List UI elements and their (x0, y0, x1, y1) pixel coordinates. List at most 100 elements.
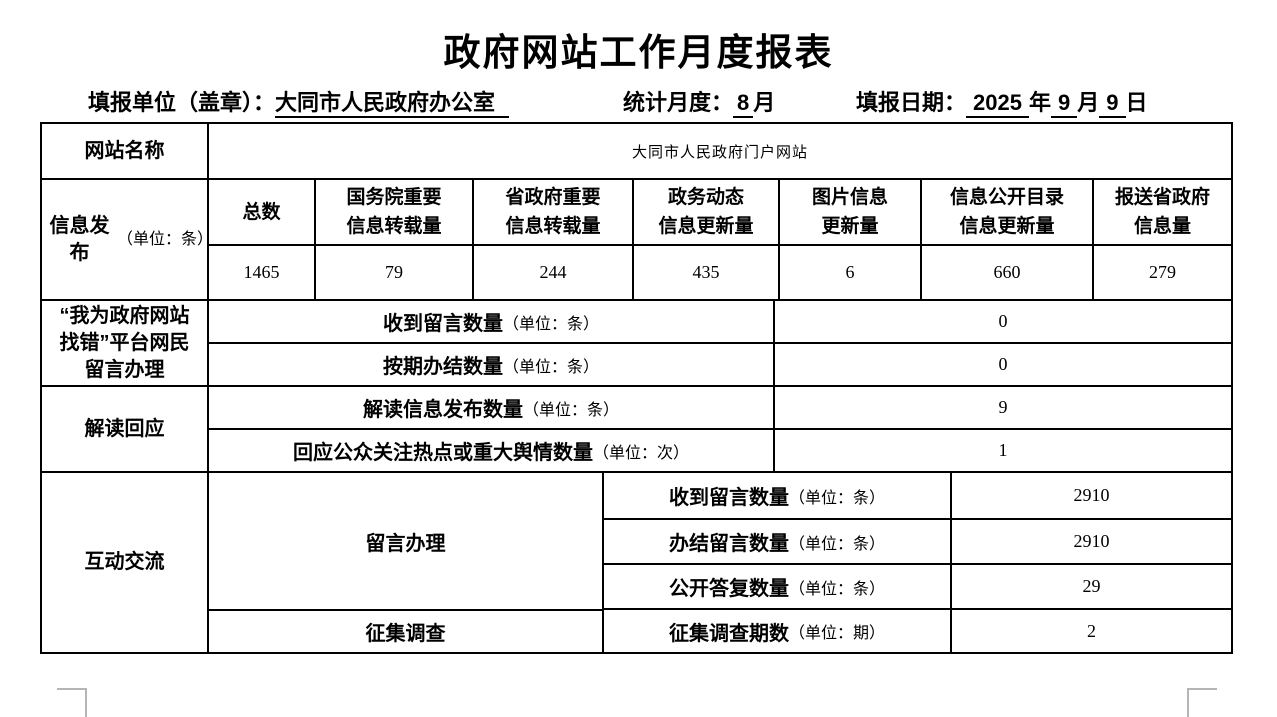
report-date-month-unit: 月 (1077, 90, 1100, 115)
report-date-day: 9 (1099, 90, 1126, 118)
row-value: 9 (998, 397, 1008, 417)
info-col-image-updates: 图片信息 更新量 6 (778, 180, 920, 299)
interaction-rows: 收到留言数量 （单位：条） 2910 办结留言数量 （单位：条） 2910 公开答复… (604, 473, 1231, 652)
statistic-month-value: 8 (733, 90, 754, 118)
interaction-groups: 留言办理 征集调查 (209, 473, 604, 652)
section-interpretation: 解读回应 解读信息发布数量 （单位：条） 9 回应公众关注热点或重大舆情数量 （单位… (42, 385, 1231, 471)
row-value: 0 (998, 354, 1008, 374)
reporting-unit-value: 大同市人民政府办公室 (275, 90, 510, 118)
info-col-state-council-repost: 国务院重要 信息转载量 79 (314, 180, 472, 299)
row-label: 按期办结数量 （单位：条） (209, 344, 775, 385)
row-value: 2 (1087, 620, 1096, 641)
row-unit-note: （单位：条） (502, 315, 599, 333)
statistic-month-unit: 月 (753, 90, 776, 115)
section-interaction: 互动交流 留言办理 征集调查 收到留言数量 （单位：条） 2910 办结留言数量（… (42, 471, 1231, 652)
report-date-year-unit: 年 (1028, 90, 1051, 115)
row-label-main: 收到留言数量 (668, 487, 789, 509)
info-col-value: 279 (1149, 262, 1176, 282)
site-name-value: 大同市人民政府门户网站 (631, 143, 808, 161)
row-label: 征集调查期数 （单位：期） (604, 610, 952, 652)
info-release-unit-note: （单位：条） (117, 231, 214, 248)
info-release-columns: 总数 1465 国务院重要 信息转载量 79 省政府重要 信息转载量 244 政… (209, 180, 1231, 299)
row-value: 2910 (1073, 531, 1110, 551)
group-survey-label: 征集调查 (209, 609, 602, 652)
interpretation-label: 解读回应 (42, 387, 209, 471)
row-value: 2910 (1073, 485, 1110, 505)
table-row: 回应公众关注热点或重大舆情数量 （单位：次） 1 (209, 428, 1231, 471)
error-platform-label: “我为政府网站 找错”平台网民 留言办理 (42, 301, 209, 385)
row-unit-note: （单位：条） (788, 489, 885, 507)
row-label-main: 公开答复数量 (668, 578, 789, 600)
report-date-year: 2025 (966, 90, 1029, 118)
info-col-header: 省政府重要 信息转载量 (474, 180, 632, 246)
info-col-gov-dynamics: 政务动态 信息更新量 435 (632, 180, 778, 299)
row-unit-note: （单位：条） (788, 580, 885, 598)
row-label-main: 办结留言数量 (668, 533, 789, 555)
row-label-main: 解读信息发布数量 (362, 399, 523, 421)
row-label: 公开答复数量 （单位：条） (604, 565, 952, 608)
table-row: 按期办结数量 （单位：条） 0 (209, 342, 1231, 385)
table-row: 办结留言数量 （单位：条） 2910 (604, 518, 1231, 563)
report-date-label: 填报日期： (856, 90, 967, 115)
row-unit-note: （单位：次） (592, 444, 689, 462)
error-platform-rows: 收到留言数量 （单位：条） 0 按期办结数量 （单位：条） 0 (209, 301, 1231, 385)
row-label-main: 收到留言数量 (382, 313, 503, 335)
report-date-month: 9 (1050, 90, 1078, 118)
row-label: 收到留言数量 （单位：条） (604, 473, 952, 518)
info-col-value: 1465 (243, 262, 280, 282)
info-col-total: 总数 1465 (209, 180, 314, 299)
info-col-header: 图片信息 更新量 (780, 180, 920, 246)
reporting-unit-field: 填报单位（盖章）：大同市人民政府办公室 (88, 85, 510, 118)
section-site-name: 网站名称 大同市人民政府门户网站 (42, 124, 1231, 178)
reporting-unit-label: 填报单位（盖章）： (88, 90, 276, 115)
info-release-label: 信息发布 （单位：条） (42, 180, 214, 299)
section-error-platform: “我为政府网站 找错”平台网民 留言办理 收到留言数量 （单位：条） 0 按期办结… (42, 299, 1231, 385)
info-col-province-repost: 省政府重要 信息转载量 244 (472, 180, 632, 299)
section-info-release: 信息发布 （单位：条） 总数 1465 国务院重要 信息转载量 79 省政府重要 … (42, 178, 1231, 299)
info-col-value: 435 (692, 262, 720, 282)
row-label: 解读信息发布数量 （单位：条） (209, 387, 775, 428)
page-title: 政府网站工作月度报表 (443, 33, 834, 74)
table-row: 收到留言数量 （单位：条） 2910 (604, 473, 1231, 518)
row-label-main: 回应公众关注热点或重大舆情数量 (292, 442, 593, 464)
table-row: 征集调查期数 （单位：期） 2 (604, 608, 1231, 652)
info-col-reported-to-province: 报送省政府 信息量 279 (1092, 180, 1231, 299)
info-col-open-directory: 信息公开目录 信息更新量 660 (920, 180, 1092, 299)
site-name-label: 网站名称 (42, 124, 209, 178)
group-message-handling-label: 留言办理 (365, 532, 446, 555)
info-col-header: 总数 (209, 180, 314, 246)
row-unit-note: （单位：条） (522, 401, 619, 419)
info-col-value: 244 (539, 262, 567, 282)
info-col-header: 国务院重要 信息转载量 (316, 180, 472, 246)
statistic-month-field: 统计月度： 8 月 (623, 85, 775, 118)
table-row: 解读信息发布数量 （单位：条） 9 (209, 387, 1231, 428)
row-unit-note: （单位：条） (502, 358, 599, 376)
row-value: 1 (998, 440, 1008, 460)
info-col-header: 信息公开目录 信息更新量 (922, 180, 1092, 246)
row-label: 回应公众关注热点或重大舆情数量 （单位：次） (209, 430, 775, 471)
row-unit-note: （单位：期） (788, 625, 885, 642)
report-table: 网站名称 大同市人民政府门户网站 信息发布 （单位：条） 总数 1465 国务院重… (40, 122, 1233, 654)
info-col-value: 79 (385, 262, 403, 282)
interpretation-rows: 解读信息发布数量 （单位：条） 9 回应公众关注热点或重大舆情数量 （单位：次） 1 (209, 387, 1231, 471)
row-value: 29 (1082, 576, 1101, 596)
table-row: 收到留言数量 （单位：条） 0 (209, 301, 1231, 342)
row-label-main: 征集调查期数 (668, 622, 789, 645)
row-label-main: 按期办结数量 (382, 356, 503, 378)
page-corner-mark-left (57, 688, 87, 717)
interaction-label: 互动交流 (42, 473, 209, 652)
statistic-month-label: 统计月度： (623, 90, 734, 115)
row-label: 办结留言数量 （单位：条） (604, 520, 952, 563)
report-date-field: 填报日期： 2025 年 9 月 9 日 (856, 85, 1148, 118)
row-value: 0 (998, 311, 1008, 331)
table-row: 公开答复数量 （单位：条） 29 (604, 563, 1231, 608)
report-meta-line: 填报单位（盖章）：大同市人民政府办公室 统计月度： 8 月 填报日期： 2025 年 9 月… (0, 85, 1277, 118)
info-release-label-main: 信息发布 (49, 214, 110, 264)
info-col-value: 6 (845, 262, 855, 282)
report-date-day-unit: 日 (1125, 90, 1148, 115)
page-corner-mark-right (1187, 688, 1217, 717)
row-label: 收到留言数量 （单位：条） (209, 301, 775, 342)
info-col-header: 报送省政府 信息量 (1094, 180, 1231, 246)
row-unit-note: （单位：条） (788, 535, 885, 553)
